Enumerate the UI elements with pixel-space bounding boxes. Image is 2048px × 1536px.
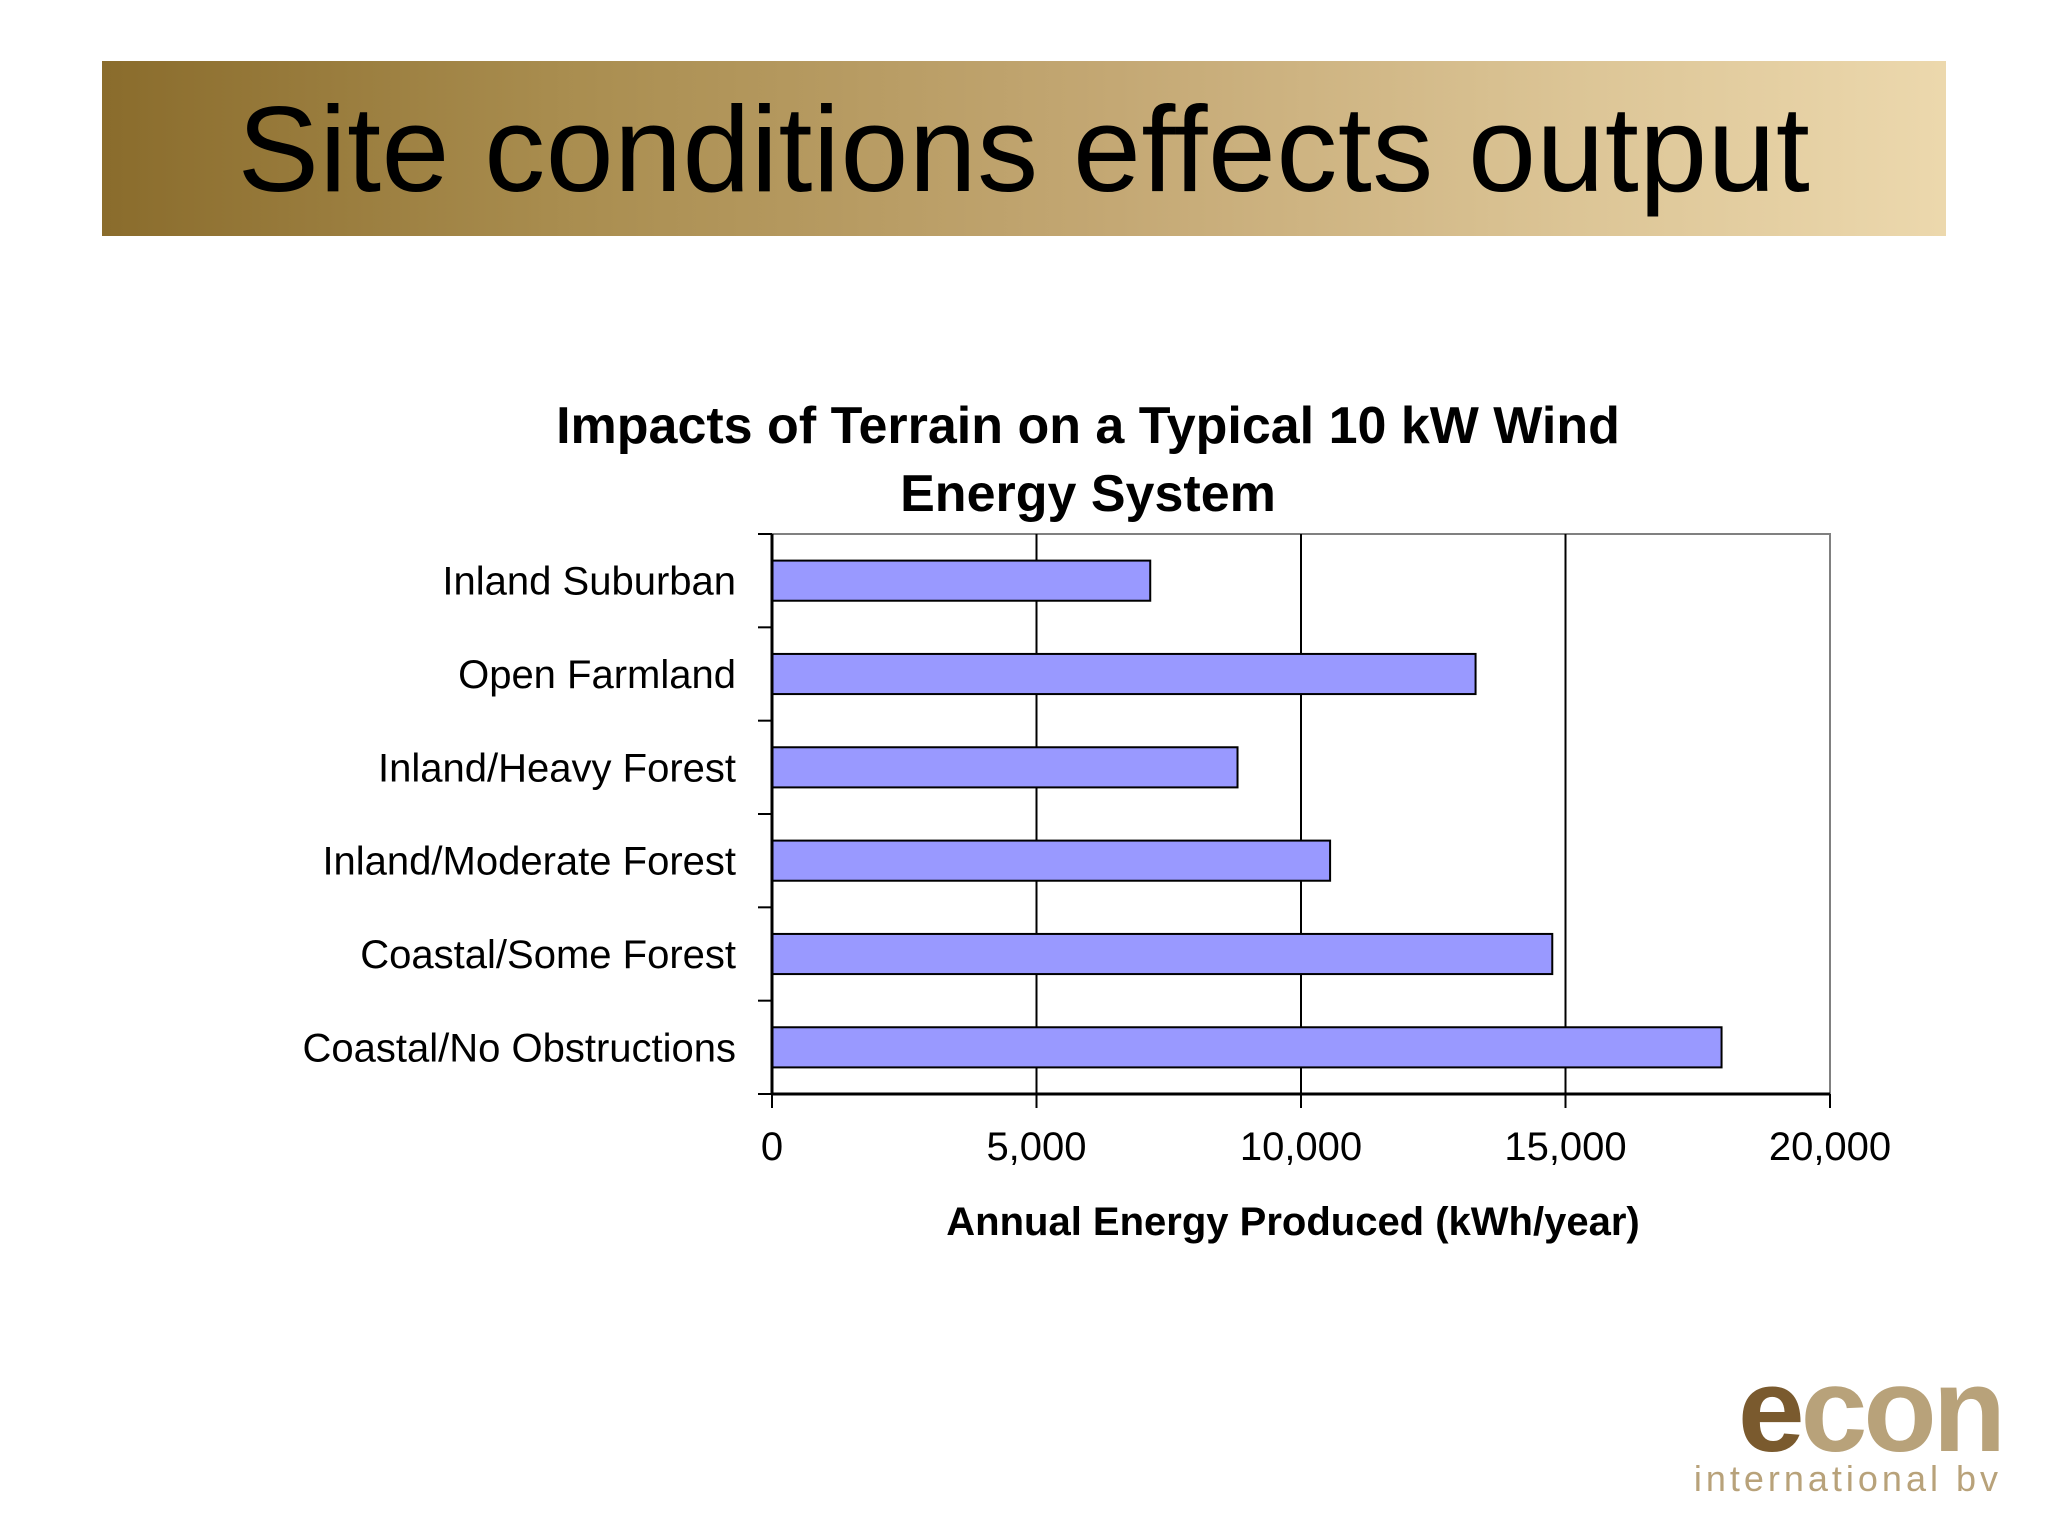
chart-title-line-1: Impacts of Terrain on a Typical 10 kW Wi… <box>556 397 1620 455</box>
axes <box>758 533 1831 1108</box>
category-label: Open Farmland <box>458 653 736 697</box>
logo-subtitle: international bv <box>1693 1458 2002 1499</box>
x-tick-label: 15,000 <box>1504 1125 1626 1169</box>
econ-logo: econ international bv <box>1680 1350 2010 1500</box>
gridlines <box>1035 534 1567 1094</box>
category-label: Inland Suburban <box>442 560 736 604</box>
x-axis-title: Annual Energy Produced (kWh/year) <box>946 1200 1639 1244</box>
x-tick-label: 10,000 <box>1240 1125 1362 1169</box>
category-labels: Inland Suburban Open Farmland Inland/Heavy… <box>302 560 736 1071</box>
category-label: Coastal/Some Forest <box>360 933 736 977</box>
bar <box>771 559 1152 602</box>
bars <box>771 559 1723 1069</box>
x-tick-label: 5,000 <box>986 1125 1086 1169</box>
bar <box>771 652 1477 696</box>
logo-wordmark-rest: con <box>1800 1343 2006 1477</box>
bar <box>771 839 1332 882</box>
logo-wordmark-e: e <box>1737 1343 1805 1477</box>
title-band: Site conditions effects output <box>102 61 1946 236</box>
logo-wordmark: econ <box>1738 1350 2006 1470</box>
bar <box>771 1026 1723 1069</box>
x-tick-labels: 0 5,000 10,000 15,000 20,000 <box>761 1125 1891 1169</box>
slide-title: Site conditions effects output <box>237 80 1811 217</box>
chart-title-line-2: Energy System <box>900 465 1276 523</box>
category-label: Inland/Moderate Forest <box>322 840 736 884</box>
category-label: Inland/Heavy Forest <box>378 746 736 790</box>
x-tick-label: 20,000 <box>1769 1125 1891 1169</box>
bar <box>771 932 1554 976</box>
category-label: Coastal/No Obstructions <box>302 1026 736 1070</box>
x-tick-label: 0 <box>761 1125 783 1169</box>
bar <box>771 746 1239 789</box>
